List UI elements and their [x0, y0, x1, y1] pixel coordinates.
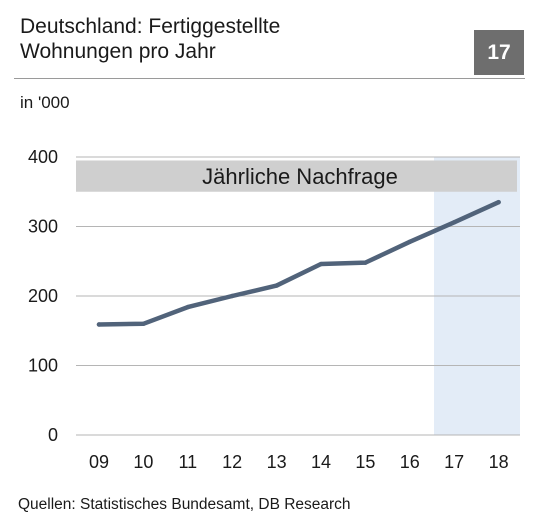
demand-band-label: Jährliche Nachfrage — [202, 164, 398, 189]
data-point — [230, 293, 235, 299]
x-tick-label: 11 — [178, 452, 197, 472]
x-tick-label: 15 — [355, 452, 375, 472]
data-point — [96, 322, 102, 327]
y-tick-label: 400 — [28, 147, 58, 167]
x-tick-label: 16 — [400, 452, 420, 472]
data-point — [185, 304, 190, 310]
y-tick-label: 0 — [48, 425, 58, 445]
data-point — [141, 321, 146, 326]
data-point — [318, 261, 324, 267]
unit-label: in '000 — [20, 93, 70, 112]
x-tick-label: 09 — [89, 452, 109, 472]
x-tick-label: 12 — [222, 452, 242, 472]
source-note: Quellen: Statistisches Bundesamt, DB Res… — [18, 496, 351, 513]
chart-title-line2: Wohnungen pro Jahr — [20, 40, 216, 63]
x-tick-label: 18 — [489, 452, 509, 472]
data-point — [363, 260, 368, 265]
data-point — [496, 199, 501, 205]
data-point — [407, 239, 412, 244]
figure-number-badge: 17 — [474, 30, 524, 75]
x-tick-label: 13 — [267, 452, 287, 472]
title-divider — [14, 78, 525, 79]
chart-title: Deutschland: Fertiggestellte Wohnungen p… — [20, 14, 280, 64]
series-line — [96, 199, 501, 327]
line-chart: Jährliche Nachfrage 0 100 200 300 400 09 10 11 1… — [28, 147, 520, 472]
demand-band — [76, 160, 517, 192]
data-point — [452, 220, 457, 225]
y-tick-label: 300 — [28, 217, 58, 237]
x-tick-label: 14 — [311, 452, 331, 472]
y-tick-label: 200 — [28, 286, 58, 306]
x-tick-label: 17 — [444, 452, 464, 472]
y-tick-label: 100 — [28, 356, 58, 376]
x-tick-label: 10 — [133, 452, 153, 472]
data-point — [274, 283, 279, 288]
chart-title-line1: Deutschland: Fertiggestellte — [20, 15, 281, 38]
